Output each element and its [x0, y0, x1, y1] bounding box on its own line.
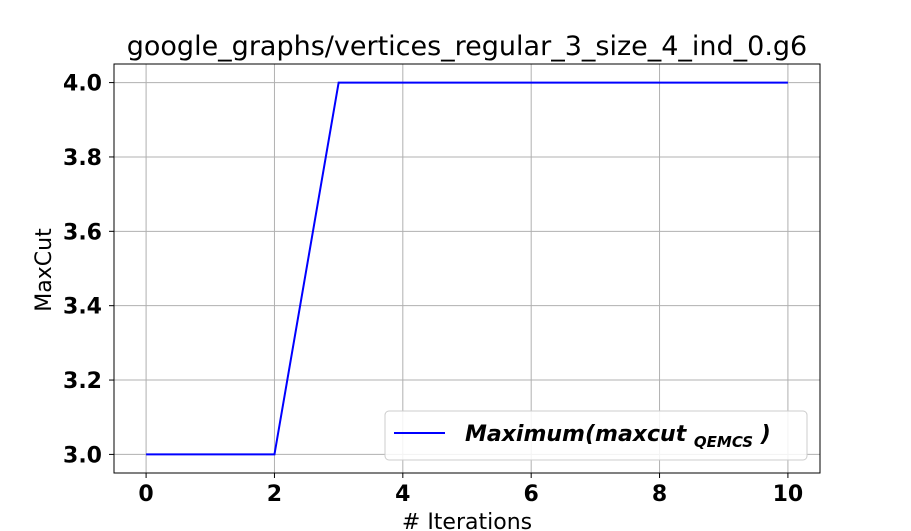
legend-label-main: Maximum(maxcut [465, 422, 688, 447]
x-tick-label: 8 [652, 482, 667, 507]
legend: Maximum(maxcut QEMCS ) [384, 410, 808, 461]
y-tick-label: 4.0 [63, 72, 102, 97]
plot-area-frame [113, 63, 821, 474]
series-line [146, 81, 788, 456]
x-tick-label: 10 [773, 482, 804, 507]
y-tick-label: 3.2 [63, 369, 102, 394]
legend-box [384, 410, 808, 461]
x-tick-label: 2 [267, 482, 282, 507]
y-tick-label: 3.0 [63, 443, 102, 468]
legend-label-subscript: QEMCS [694, 433, 753, 451]
series-layer [146, 81, 788, 456]
y-axis-title: MaxCut [32, 228, 57, 312]
x-tick-label: 4 [395, 482, 410, 507]
x-tick-label: 6 [524, 482, 539, 507]
legend-series-label: Maximum(maxcut QEMCS ) [465, 422, 771, 453]
axis-ticks: 0 2 4 6 8 10 3.0 3.2 3.4 3.6 3.8 4.0 [63, 72, 803, 507]
y-tick-label: 3.4 [63, 295, 102, 320]
x-axis-title: # Iterations [402, 510, 532, 531]
y-tick-label: 3.6 [63, 220, 102, 245]
x-tick-label: 0 [138, 482, 153, 507]
chart-title: google_graphs/vertices_regular_3_size_4_… [127, 31, 807, 62]
y-tick-label: 3.8 [63, 146, 102, 171]
legend-label-close: ) [760, 422, 771, 447]
